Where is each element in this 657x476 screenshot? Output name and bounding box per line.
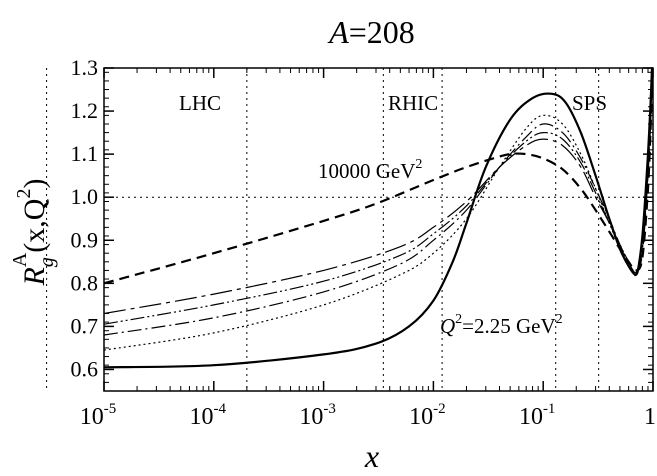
series-layer [104,68,653,369]
y-tick-label: 1.3 [71,55,99,80]
y-tick-label: 1.0 [71,184,99,209]
x-tick-label: 10-1 [519,401,556,430]
y-label-args-sup: 2 [13,189,35,199]
chart-title-suffix: =208 [349,14,415,50]
region-label-lhc: LHC [179,91,221,115]
annotation-q-prefix: Q [440,314,455,338]
series-line-dashed [104,68,653,285]
y-tick-label: 1.2 [71,98,99,123]
tick-layer: 0.6 0.7 0.8 0.9 1.0 1.1 1.2 1.3 10-5 10-4 10-3 10-2… [71,55,657,430]
y-label-base: R [18,267,51,286]
region-label-sps: SPS [572,91,607,115]
annotation-q2-text: =2.25 GeV [462,314,556,338]
y-tick-label: 0.6 [71,356,99,381]
grid-layer [46,68,653,391]
y-label-args: (x,Q [18,198,51,252]
region-label-rhic: RHIC [388,91,438,115]
x-tick-label: 10-5 [80,401,117,430]
x-axis-label: x [364,438,379,474]
y-tick-label: 1.1 [71,141,99,166]
annotation-10000-sup: 2 [415,157,422,172]
annotation-10000-gev2: 10000 GeV2 [318,157,422,183]
x-tick-label: 10-4 [190,401,227,430]
annotation-q2-2-25-gev2: Q2=2.25 GeV2 [440,312,563,338]
chart-title: A=208 [327,14,415,50]
x-tick-label: 1 [644,404,656,430]
y-axis-label: RgA(x,Q2) [9,179,58,287]
y-label-sup: A [9,252,31,267]
x-tick-label: 10-2 [409,401,446,430]
plot-frame [103,67,654,392]
y-tick-label: 0.7 [71,313,99,338]
y-tick-label: 0.8 [71,270,99,295]
y-tick-label: 0.9 [71,227,99,252]
y-label-args-close: ) [18,179,51,189]
x-tick-label: 10-3 [299,401,336,430]
chart-title-prefix: A [327,14,349,50]
annotation-q2-sup: 2 [556,312,563,327]
y-label-sub: g [36,257,58,267]
annotation-q-sup: 2 [455,312,462,327]
annotation-10000-text: 10000 GeV [318,159,415,183]
